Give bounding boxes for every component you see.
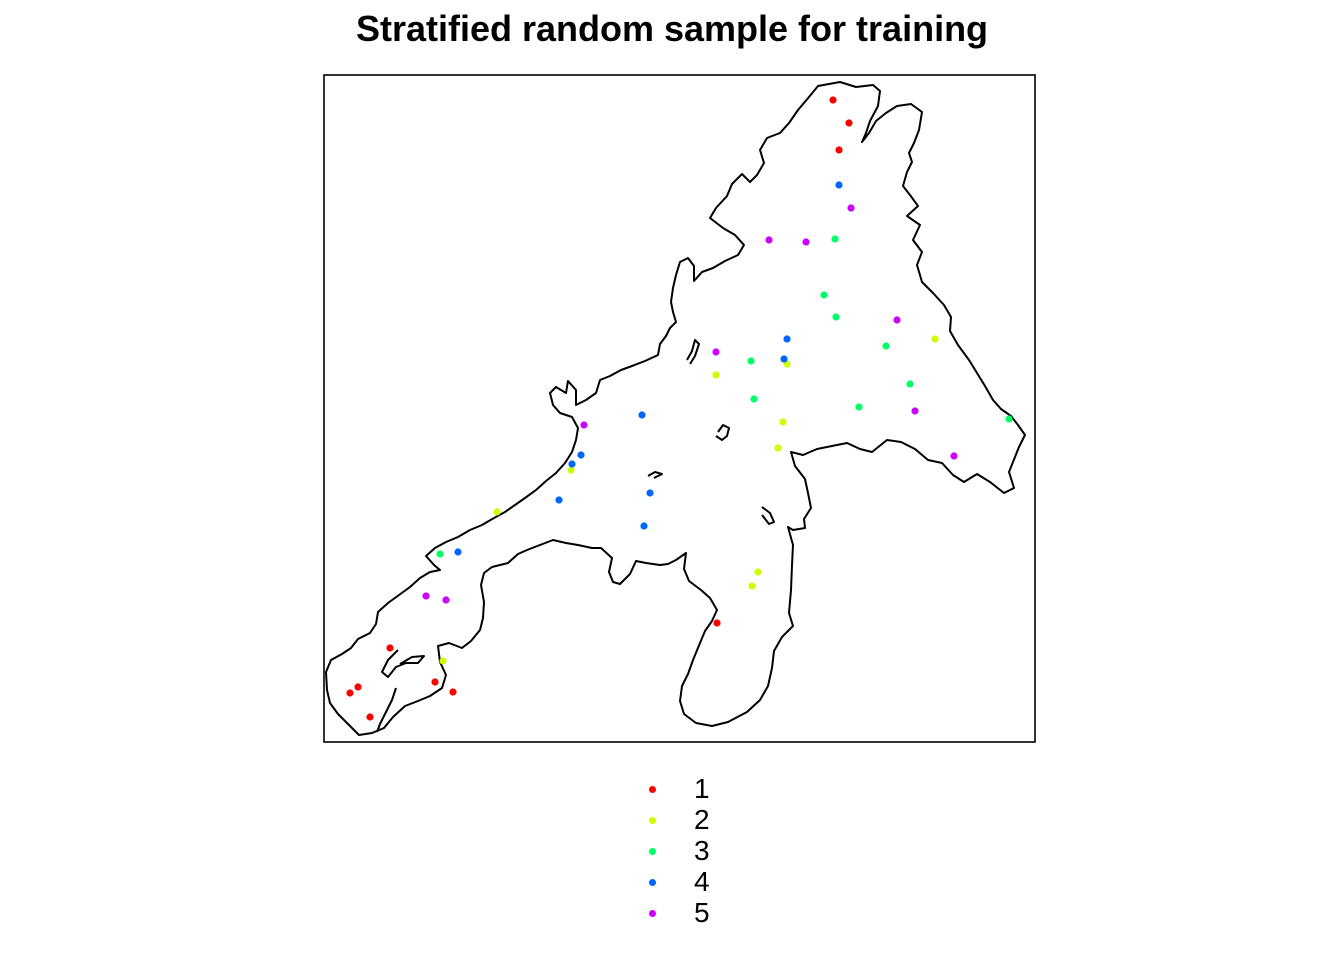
sample-point-class-5 — [847, 204, 855, 212]
sample-point-class-5 — [911, 407, 919, 415]
sample-point-class-4 — [780, 355, 788, 363]
sample-point-class-1 — [386, 644, 394, 652]
legend-dot — [649, 879, 656, 886]
sample-point-class-1 — [713, 619, 721, 627]
sample-point-class-4 — [555, 496, 563, 504]
sample-point-class-1 — [835, 146, 843, 154]
legend-label: 4 — [694, 866, 710, 897]
legend-dot — [649, 786, 656, 793]
sample-point-class-2 — [774, 444, 782, 452]
sample-point-class-3 — [882, 342, 890, 350]
sample-point-class-3 — [906, 380, 914, 388]
sample-point-class-2 — [439, 657, 447, 665]
sample-point-class-3 — [831, 235, 839, 243]
sample-point-class-1 — [845, 119, 853, 127]
sample-point-class-2 — [754, 568, 762, 576]
sample-point-class-2 — [748, 582, 756, 590]
sample-point-class-3 — [436, 550, 444, 558]
sample-point-class-1 — [829, 96, 837, 104]
sample-point-class-2 — [712, 371, 720, 379]
sample-point-class-5 — [765, 236, 773, 244]
sample-point-class-3 — [855, 403, 863, 411]
sample-point-class-3 — [1005, 415, 1013, 423]
legend-label: 1 — [694, 773, 710, 804]
legend-dot — [649, 910, 656, 917]
sample-point-class-5 — [580, 421, 588, 429]
legend-label: 3 — [694, 835, 710, 866]
sample-point-class-3 — [750, 395, 758, 403]
sample-point-class-1 — [354, 683, 362, 691]
sample-point-class-3 — [820, 291, 828, 299]
plot-frame — [323, 74, 1036, 743]
legend-label: 2 — [694, 804, 710, 835]
sample-point-class-4 — [640, 522, 648, 530]
sample-points — [346, 96, 1013, 721]
legend-dot — [649, 848, 656, 855]
chart-title: Stratified random sample for training — [355, 8, 989, 49]
region-outline — [325, 81, 1026, 736]
sample-point-class-4 — [835, 181, 843, 189]
sample-point-class-5 — [712, 348, 720, 356]
sample-point-class-1 — [366, 713, 374, 721]
legend-label: 5 — [694, 897, 710, 928]
sample-point-class-4 — [646, 489, 654, 497]
sample-point-class-5 — [802, 238, 810, 246]
sample-point-class-1 — [431, 678, 439, 686]
sample-point-class-4 — [638, 411, 646, 419]
sample-point-class-2 — [493, 508, 501, 516]
sample-point-class-5 — [442, 596, 450, 604]
sample-point-class-1 — [449, 688, 457, 696]
sample-point-class-3 — [747, 357, 755, 365]
sample-point-class-4 — [577, 451, 585, 459]
sample-point-class-5 — [893, 316, 901, 324]
sample-point-class-2 — [779, 418, 787, 426]
sample-point-class-5 — [422, 592, 430, 600]
sample-point-class-2 — [567, 466, 575, 474]
sample-point-class-3 — [832, 313, 840, 321]
sample-point-class-2 — [931, 335, 939, 343]
sample-point-class-5 — [950, 452, 958, 460]
sample-point-class-4 — [783, 335, 791, 343]
sample-point-class-4 — [454, 548, 462, 556]
legend-dot — [649, 817, 656, 824]
sample-point-class-4 — [568, 460, 576, 468]
sample-point-class-1 — [346, 689, 354, 697]
